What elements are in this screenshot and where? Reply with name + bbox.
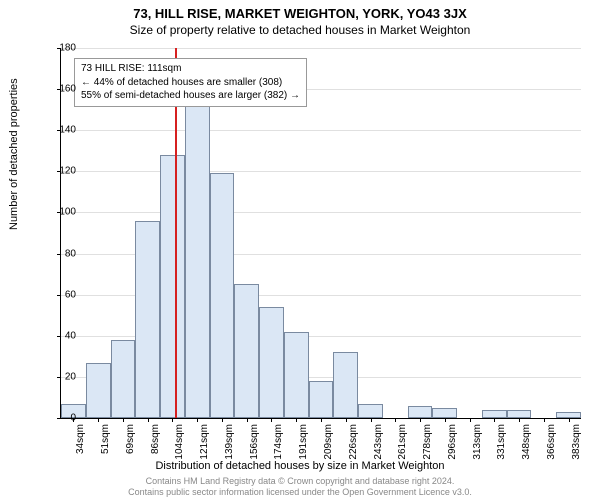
x-tick-mark — [98, 418, 99, 422]
x-tick-label: 261sqm — [397, 424, 408, 460]
x-tick-label: 366sqm — [546, 424, 557, 460]
x-tick-mark — [148, 418, 149, 422]
x-tick-label: 51sqm — [100, 424, 111, 454]
x-tick-label: 296sqm — [447, 424, 458, 460]
legend-box: 73 HILL RISE: 111sqm ← 44% of detached h… — [74, 58, 307, 107]
page-title: 73, HILL RISE, MARKET WEIGHTON, YORK, YO… — [0, 0, 600, 21]
x-tick-mark — [222, 418, 223, 422]
page-subtitle: Size of property relative to detached ho… — [0, 21, 600, 37]
histogram-bar — [408, 406, 433, 418]
x-tick-label: 313sqm — [472, 424, 483, 460]
x-tick-label: 174sqm — [273, 424, 284, 460]
x-tick-mark — [544, 418, 545, 422]
legend-line-1: 73 HILL RISE: 111sqm — [81, 62, 300, 76]
footer: Contains HM Land Registry data © Crown c… — [0, 476, 600, 499]
x-tick-label: 121sqm — [199, 424, 210, 460]
x-tick-mark — [371, 418, 372, 422]
x-tick-label: 348sqm — [521, 424, 532, 460]
x-tick-mark — [494, 418, 495, 422]
x-tick-mark — [321, 418, 322, 422]
y-tick-label: 40 — [46, 330, 76, 341]
x-tick-label: 278sqm — [422, 424, 433, 460]
x-tick-mark — [271, 418, 272, 422]
y-tick-label: 20 — [46, 371, 76, 382]
x-tick-mark — [123, 418, 124, 422]
footer-line-1: Contains HM Land Registry data © Crown c… — [0, 476, 600, 487]
histogram-bar — [432, 408, 457, 418]
x-tick-mark — [296, 418, 297, 422]
x-tick-mark — [395, 418, 396, 422]
y-tick-label: 100 — [46, 207, 76, 218]
histogram-bar — [135, 221, 160, 418]
histogram-bar — [309, 381, 334, 418]
x-tick-label: 226sqm — [348, 424, 359, 460]
x-tick-label: 156sqm — [249, 424, 260, 460]
y-axis-label: Number of detached properties — [8, 78, 20, 230]
histogram-bar — [259, 307, 284, 418]
gridline — [61, 130, 581, 131]
y-tick-label: 60 — [46, 289, 76, 300]
histogram-bar — [160, 155, 185, 418]
x-tick-label: 383sqm — [571, 424, 582, 460]
x-tick-label: 243sqm — [373, 424, 384, 460]
x-tick-mark — [519, 418, 520, 422]
histogram-bar — [333, 352, 358, 418]
y-tick-label: 80 — [46, 248, 76, 259]
gridline — [61, 48, 581, 49]
x-tick-mark — [470, 418, 471, 422]
footer-line-2: Contains public sector information licen… — [0, 487, 600, 498]
x-tick-mark — [247, 418, 248, 422]
x-tick-label: 86sqm — [150, 424, 161, 454]
x-tick-label: 69sqm — [125, 424, 136, 454]
x-tick-label: 209sqm — [323, 424, 334, 460]
chart-container: 73, HILL RISE, MARKET WEIGHTON, YORK, YO… — [0, 0, 600, 500]
y-tick-label: 160 — [46, 84, 76, 95]
x-tick-label: 139sqm — [224, 424, 235, 460]
x-tick-mark — [445, 418, 446, 422]
legend-line-2: ← 44% of detached houses are smaller (30… — [81, 76, 300, 90]
x-tick-mark — [569, 418, 570, 422]
histogram-bar — [86, 363, 111, 419]
x-tick-label: 191sqm — [298, 424, 309, 460]
histogram-bar — [185, 93, 210, 418]
x-tick-label: 104sqm — [174, 424, 185, 460]
histogram-bar — [111, 340, 136, 418]
gridline — [61, 212, 581, 213]
histogram-bar — [482, 410, 507, 418]
x-tick-mark — [346, 418, 347, 422]
x-tick-mark — [197, 418, 198, 422]
histogram-bar — [507, 410, 532, 418]
y-tick-label: 0 — [46, 413, 76, 424]
y-tick-label: 140 — [46, 125, 76, 136]
y-tick-label: 180 — [46, 43, 76, 54]
histogram-bar — [210, 173, 235, 418]
gridline — [61, 171, 581, 172]
histogram-bar — [284, 332, 309, 418]
x-tick-label: 331sqm — [496, 424, 507, 460]
x-tick-mark — [172, 418, 173, 422]
x-tick-mark — [420, 418, 421, 422]
x-axis-label: Distribution of detached houses by size … — [0, 460, 600, 472]
x-tick-label: 34sqm — [75, 424, 86, 454]
histogram-bar — [234, 284, 259, 418]
y-tick-label: 120 — [46, 166, 76, 177]
histogram-bar — [358, 404, 383, 418]
legend-line-3: 55% of semi-detached houses are larger (… — [81, 89, 300, 103]
